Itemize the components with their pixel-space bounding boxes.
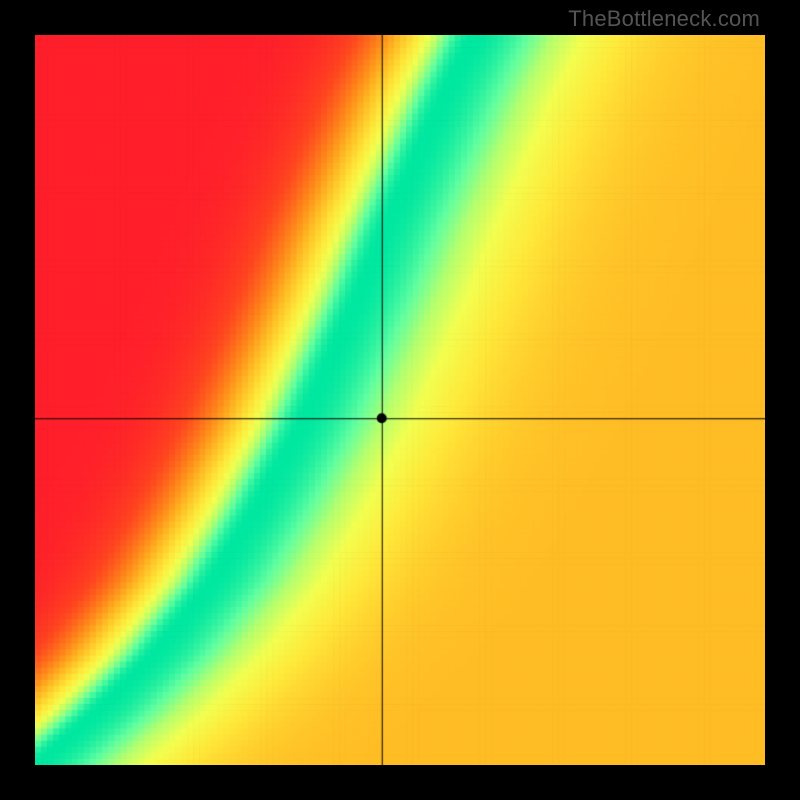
watermark-text: TheBottleneck.com bbox=[568, 6, 760, 32]
bottleneck-heatmap bbox=[35, 35, 765, 765]
chart-container: TheBottleneck.com bbox=[0, 0, 800, 800]
